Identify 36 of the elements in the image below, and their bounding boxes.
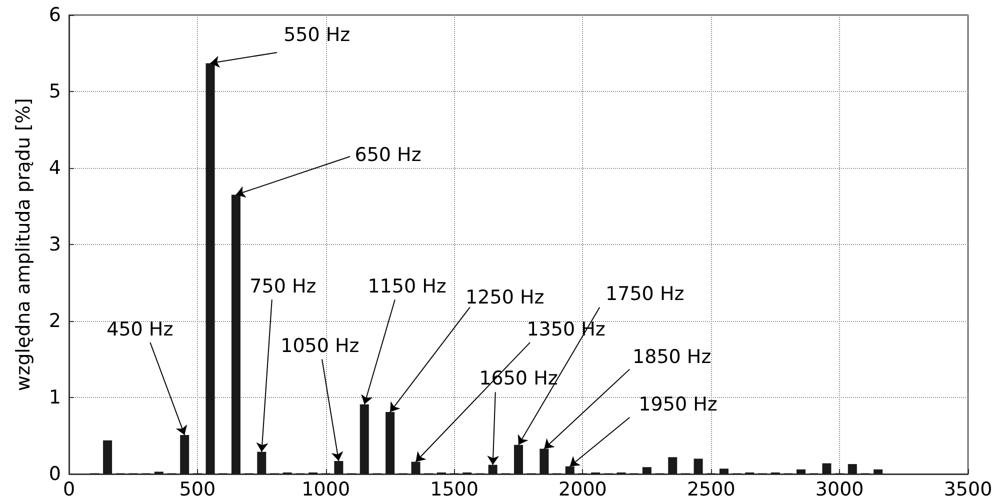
annotation: 650 Hz — [354, 144, 422, 166]
bar — [103, 440, 112, 474]
y-tick-label: 5 — [48, 80, 61, 102]
bar — [719, 468, 728, 474]
x-tick-label: 500 — [179, 478, 216, 499]
bar — [668, 457, 678, 474]
x-tick-label: 1000 — [302, 478, 350, 499]
annotation: 450 Hz — [106, 318, 174, 340]
y-axis-title: względna amplituda prądu [%] — [12, 98, 34, 391]
annotation: 1050 Hz — [280, 335, 360, 358]
annotation: 1850 Hz — [632, 346, 712, 368]
x-tick-label: 0 — [62, 478, 76, 499]
annotation: 1950 Hz — [638, 393, 718, 416]
annotation: 750 Hz — [250, 276, 316, 298]
bar — [231, 194, 240, 474]
y-tick-label: 1 — [48, 386, 61, 408]
y-tick-label: 2 — [48, 310, 61, 332]
y-tick-label: 0 — [48, 463, 61, 485]
y-tick-label: 4 — [48, 157, 61, 179]
x-tick-label: 1500 — [430, 478, 478, 499]
bar — [874, 469, 883, 474]
y-tick-label: 6 — [48, 4, 61, 26]
bar — [796, 469, 806, 474]
annotation: 1150 Hz — [368, 276, 446, 298]
y-tick-label: 3 — [48, 234, 61, 256]
x-tick-label: 2500 — [686, 478, 736, 499]
bar — [822, 463, 832, 474]
bar — [642, 467, 652, 474]
bar — [694, 458, 703, 474]
annotation: 1750 Hz — [606, 283, 684, 306]
annotation: 1250 Hz — [466, 286, 544, 308]
x-tick-label: 3000 — [815, 478, 864, 499]
x-tick-label: 3500 — [944, 478, 992, 499]
x-tick-label: 2000 — [558, 478, 607, 499]
bar — [848, 464, 857, 474]
annotation: 550 Hz — [284, 24, 350, 46]
